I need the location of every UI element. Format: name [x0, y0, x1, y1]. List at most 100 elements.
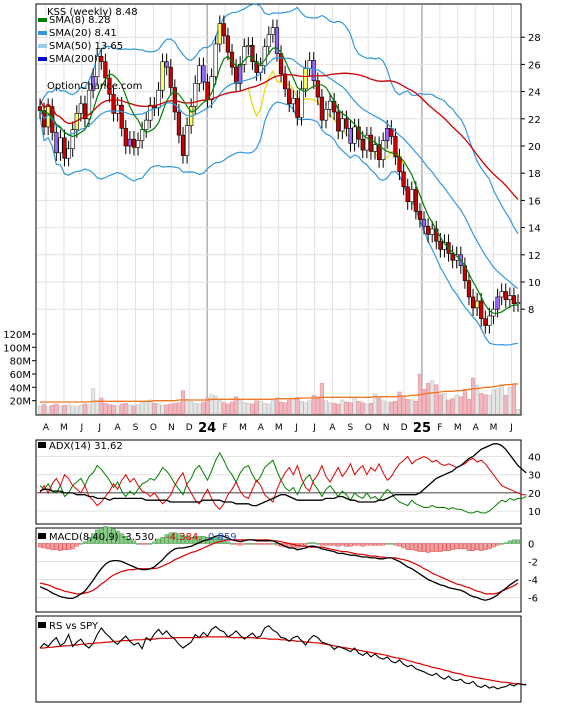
macd-hist-bar [373, 543, 378, 546]
candle-body [307, 60, 312, 69]
candle-body [111, 94, 116, 114]
volume-bar [483, 394, 488, 415]
macd-hist-bar [458, 543, 463, 550]
adx-tick-label: 20 [528, 489, 541, 500]
volume-bar [99, 397, 104, 415]
candle-body [254, 61, 259, 73]
volume-bar [283, 402, 288, 415]
macd-hist-bar [131, 540, 136, 544]
adx-panel-frame [35, 439, 522, 525]
month-label: D [401, 423, 408, 433]
volume-bars [37, 373, 521, 415]
macd-hist-bar [78, 543, 83, 545]
macd-legend-swatch [38, 533, 46, 539]
candle-body [86, 89, 92, 120]
volume-bar [491, 389, 496, 415]
candle-body [336, 111, 341, 132]
candle-body [168, 66, 173, 88]
macd-hist-bar [168, 532, 173, 544]
legend-label: SMA(200) [49, 54, 98, 65]
volume-bar [250, 403, 255, 415]
macd-hist-bar [82, 541, 87, 544]
macd-tick-label: -2 [528, 558, 538, 569]
volume-bar [221, 402, 226, 415]
volume-bar [479, 393, 484, 415]
macd-hist-bar [307, 542, 312, 544]
volume-bar [66, 404, 71, 415]
volume-bar [287, 399, 292, 415]
volume-bar [372, 393, 378, 415]
candle-body [37, 106, 43, 111]
volume-bar [78, 405, 83, 415]
volume-bar [37, 405, 43, 415]
candle-body [172, 87, 177, 113]
candle-body [217, 23, 222, 45]
macd-hist-bar [38, 543, 43, 548]
macd-tick-label: -6 [528, 594, 538, 605]
macd-tick-label: 0 [528, 540, 534, 551]
macd-hist-bar [193, 536, 198, 544]
volume-bar [50, 405, 55, 415]
macd-hist-bar [479, 543, 484, 551]
sma20-line [39, 56, 519, 290]
volume-bar [123, 403, 128, 415]
volume-bar [328, 402, 333, 415]
macd-hist-bar [348, 543, 353, 547]
month-label: A [43, 423, 50, 433]
month-label: 24 [198, 421, 216, 436]
source-label: OptionChance.com [47, 81, 142, 92]
adx-tick-label: 40 [528, 453, 541, 464]
volume-bar [54, 403, 59, 415]
sma50-line [39, 72, 519, 200]
month-label: A [258, 423, 265, 433]
macd-y-axis: 0 -2 -4 -6 [528, 540, 538, 605]
adx-title: ADX(14) 31.62 [49, 441, 123, 452]
volume-bar [62, 405, 67, 415]
candle-body [466, 280, 472, 298]
candle-body [70, 129, 75, 150]
volume-bar [136, 404, 141, 415]
volume-bar [446, 399, 451, 415]
candle-body [393, 136, 398, 158]
macd-signal-label: -4.384, [166, 532, 201, 543]
volume-bar [475, 385, 480, 415]
macd-hist-bar [42, 543, 47, 549]
macd-hist-bar [397, 543, 402, 547]
volume-y-axis: 20M 40M 60M 80M 100M 120M [3, 330, 36, 408]
candle-body [409, 189, 414, 203]
macd-hist-bar [246, 543, 251, 545]
macd-hist-bar [471, 543, 476, 551]
candle-body [426, 225, 431, 235]
volume-bar [495, 388, 500, 415]
volume-bar [462, 389, 467, 415]
price-tick-label: 24 [528, 88, 541, 99]
macd-hist-bar [189, 537, 194, 544]
month-label: A [473, 423, 480, 433]
volume-bar [172, 403, 177, 415]
macd-hist-bar [405, 543, 410, 550]
macd-signal-line [39, 539, 519, 595]
volume-bar [278, 401, 284, 415]
volume-bar [360, 402, 365, 415]
month-label: J [79, 423, 83, 433]
volume-bar [205, 397, 210, 415]
volume-bar [413, 401, 418, 415]
volume-bar [348, 402, 353, 415]
month-label: D [186, 423, 193, 433]
month-label: M [490, 423, 498, 433]
macd-hist-bar [422, 543, 427, 552]
volume-bar [127, 405, 132, 415]
candle-body [62, 137, 67, 159]
macd-hist-bar [303, 543, 308, 546]
macd-hist-bar [50, 543, 55, 550]
macd-hist-bar [442, 543, 447, 551]
candle-body [135, 140, 141, 148]
volume-bar [507, 387, 512, 415]
legend-swatch [38, 57, 47, 61]
rs-panel: RS vs SPY [35, 615, 527, 703]
month-label: F [222, 423, 227, 433]
volume-bar [299, 401, 304, 415]
volume-bar [213, 395, 218, 415]
volume-bar [430, 380, 435, 415]
macd-hist-bar [209, 537, 214, 544]
